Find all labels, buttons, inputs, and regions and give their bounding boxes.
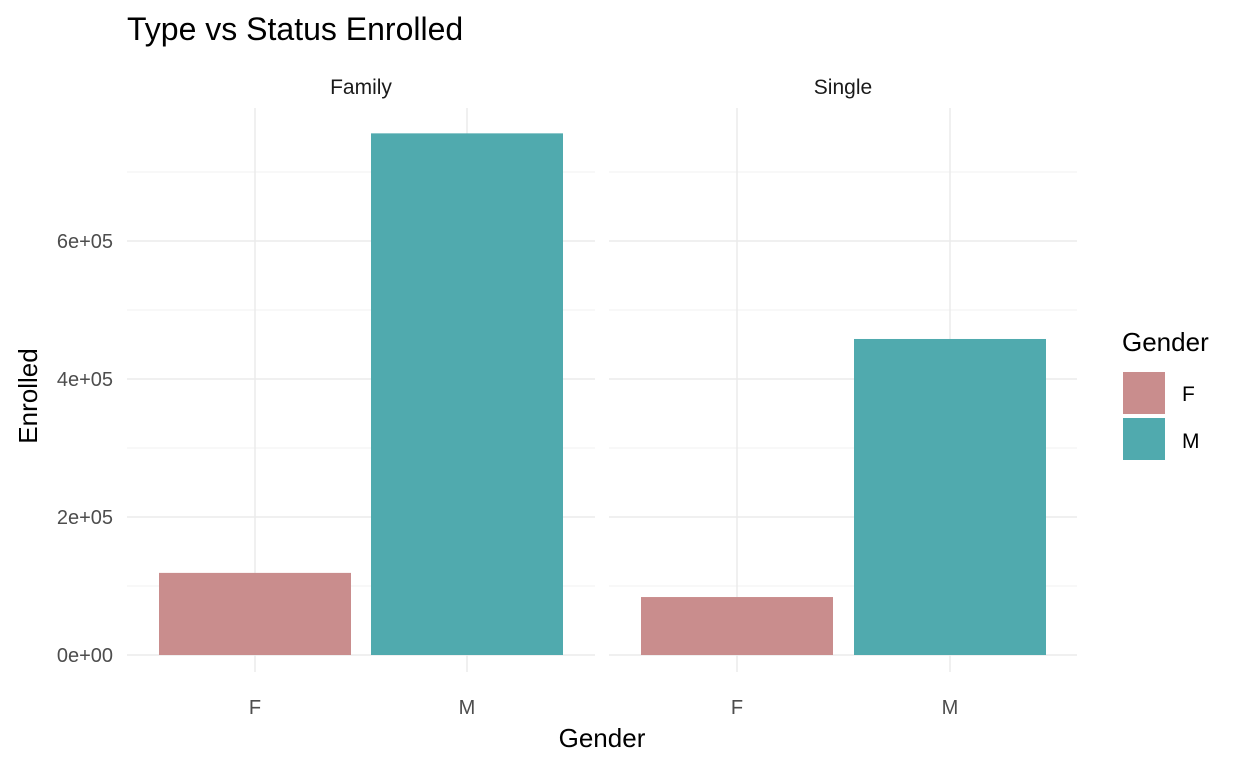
strip-label-single: Single: [814, 76, 872, 99]
y-tick-label: 4e+05: [57, 369, 113, 391]
y-tick-label: 2e+05: [57, 507, 113, 529]
x-tick-label: F: [249, 697, 261, 719]
bar-family-m: [371, 133, 563, 656]
strip-label-family: Family: [330, 76, 392, 99]
bar-single-m: [854, 338, 1046, 655]
bar-single-f: [641, 597, 833, 655]
legend: Gender F M: [1122, 327, 1209, 460]
y-axis-title: Enrolled: [13, 348, 43, 443]
x-tick-label: F: [731, 697, 743, 719]
legend-title: Gender: [1122, 327, 1209, 357]
legend-label-f: F: [1182, 383, 1195, 406]
x-axis-title: Gender: [559, 723, 646, 753]
chart-title: Type vs Status Enrolled: [127, 11, 463, 47]
x-tick-label: M: [459, 697, 476, 719]
legend-label-m: M: [1182, 430, 1200, 453]
panel-family: Family F M: [127, 76, 595, 719]
panel-single: Single F M: [609, 76, 1077, 719]
y-axis: 0e+00 2e+05 4e+05 6e+05: [57, 231, 113, 667]
x-tick-label: M: [942, 697, 959, 719]
gridlines: [609, 108, 1077, 672]
legend-key-m: [1123, 418, 1165, 460]
y-tick-label: 0e+00: [57, 645, 113, 667]
y-tick-label: 6e+05: [57, 231, 113, 253]
bar-family-f: [159, 572, 351, 655]
legend-key-f: [1123, 372, 1165, 414]
